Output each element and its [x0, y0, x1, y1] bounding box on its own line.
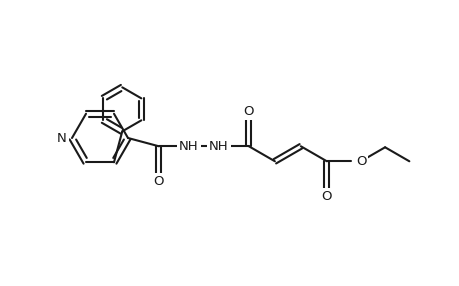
Text: NH: NH [179, 140, 198, 153]
Text: O: O [153, 175, 164, 188]
Text: N: N [57, 132, 67, 144]
Text: O: O [243, 105, 254, 118]
Text: NH: NH [209, 140, 228, 153]
Text: O: O [321, 190, 331, 203]
Text: O: O [355, 155, 365, 168]
